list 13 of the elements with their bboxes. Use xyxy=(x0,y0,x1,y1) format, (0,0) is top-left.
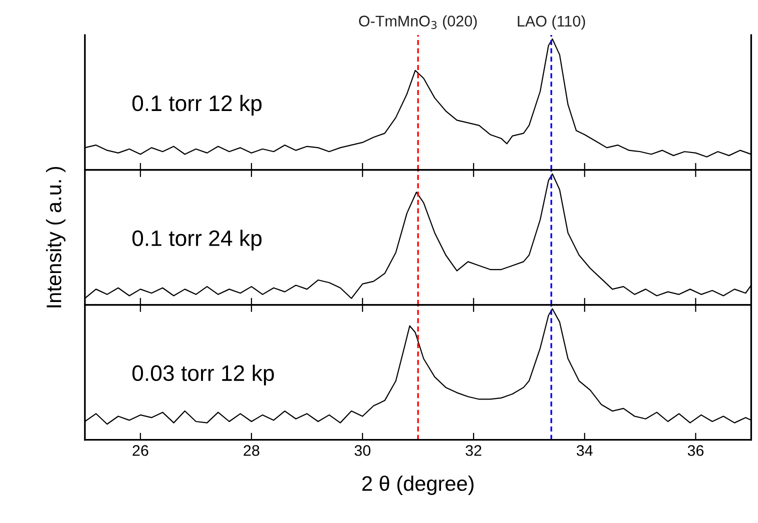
x-tick-label: 36 xyxy=(688,445,704,456)
x-tick-label: 30 xyxy=(354,445,370,456)
ref-line-label: LAO (110) xyxy=(518,15,586,30)
ref-line-label: O-TmMnO$_{3}$ (020) xyxy=(359,15,477,30)
annotation: 0.1 torr 12 kp xyxy=(132,94,262,116)
y-axis-title: Intensity ( a.u. ) xyxy=(46,166,66,308)
annotation: 0.1 torr 24 kp xyxy=(132,230,262,250)
annotation: 0.03 torr 12 kp xyxy=(132,364,274,386)
x-tick-label: 32 xyxy=(466,445,482,456)
x-tick-label: 26 xyxy=(132,445,148,456)
x-tick-label: 28 xyxy=(244,445,260,456)
x-axis-title: 2 θ (degree) xyxy=(362,476,474,496)
x-tick-label: 34 xyxy=(576,445,593,456)
